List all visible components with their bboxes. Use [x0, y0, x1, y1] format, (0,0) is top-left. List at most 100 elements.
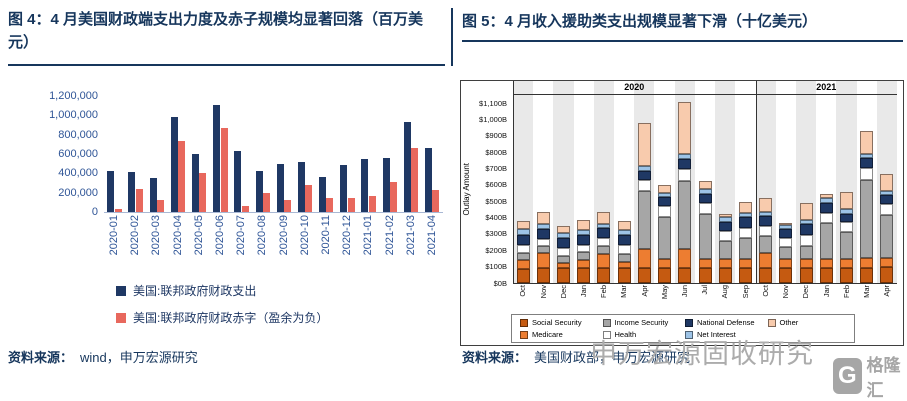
legend-label: 美国:联邦政府财政支出 [133, 284, 257, 298]
stack-segment-health [658, 206, 672, 218]
stack-segment-social-security [637, 268, 651, 283]
deficit-bar [326, 197, 334, 212]
outlay-bar [128, 171, 136, 212]
outlay-bar [403, 122, 411, 212]
y-axis-tick-label: 1,200,000 [49, 90, 98, 102]
stack-segment-health [759, 226, 773, 236]
outlay-bar [107, 171, 115, 212]
stack-segment-other [759, 197, 773, 212]
stack-segment-health [779, 238, 793, 248]
stack-segment-other [678, 102, 692, 155]
stack-segment-social-security [759, 267, 773, 283]
stack-segment-social-security [536, 268, 550, 283]
x-tick-text: Jun [680, 285, 690, 298]
stack-segment-income-security [779, 247, 793, 259]
stack-segment-medicare [799, 258, 813, 268]
x-axis-tick-label: Jun [675, 285, 695, 313]
stack-segment-social-security [577, 268, 591, 283]
stack-segment-income-security [516, 252, 530, 260]
stack-segment-net-interest [536, 224, 550, 229]
x-tick-text: 2020-09 [277, 215, 290, 256]
stack-segment-social-security [779, 267, 793, 283]
stack-segment-national-defense [678, 158, 692, 170]
stack-segment-income-security [597, 245, 611, 254]
x-axis-tick-label: 2020-08 [252, 215, 273, 279]
x-tick-text: 2020-03 [150, 215, 163, 256]
source-text: wind，申万宏源研究 [80, 350, 198, 365]
outlay-bar [191, 154, 199, 212]
stack-segment-national-defense [759, 215, 773, 227]
legend-item: 美国:联邦政府财政赤字（盈余为负） [116, 309, 328, 326]
stack-segment-net-interest [577, 229, 591, 236]
source-label: 资料来源： [462, 350, 528, 365]
stack-segment-net-interest [698, 189, 712, 194]
figure4-chart: 0 200,000 400,000 600,000 800,000 1,000,000 1,… [49, 90, 443, 326]
stack-segment-net-interest [779, 224, 793, 229]
outlay-bar [340, 164, 348, 212]
y-axis-tick-label: 600,000 [58, 148, 98, 160]
x-tick-text: Jan [578, 285, 588, 298]
x-tick-text: 2021-01 [362, 215, 375, 256]
stack-segment-health [637, 180, 651, 192]
stack-segment-income-security [658, 217, 672, 259]
deficit-bar [199, 173, 207, 212]
y-axis-tick-label: $700B [485, 164, 507, 174]
stack-segment-social-security [860, 267, 874, 283]
stack-segment-other [860, 131, 874, 154]
x-tick-text: 2020-07 [235, 215, 248, 256]
figure5-source: 资料来源： 美国财政部，申万宏源研究 [462, 347, 690, 366]
stack-segment-national-defense [536, 228, 550, 239]
stack-segment-net-interest [557, 232, 571, 238]
stack-segment-health [880, 203, 894, 215]
stack-segment-net-interest [880, 190, 894, 196]
stack-segment-other [738, 201, 752, 213]
stack-segment-medicare [637, 248, 651, 269]
figure5-chart-panel: 2020 2021 $0B $100B $200B $300B $400B $500B $600… [460, 80, 904, 346]
deficit-bar [390, 181, 398, 212]
legend-label: Net Interest [697, 330, 736, 339]
y-axis-tick-label: $400B [485, 213, 507, 223]
stack-segment-medicare [658, 258, 672, 269]
stack-segment-other [597, 211, 611, 224]
legend-label: 美国:联邦政府财政赤字（盈余为负） [133, 311, 329, 325]
stack-segment-other [880, 174, 894, 191]
x-tick-text: 2021-03 [404, 215, 417, 256]
legend-item: Other [767, 318, 847, 327]
y-axis-line [513, 81, 514, 283]
x-tick-text: Mar [619, 285, 629, 298]
watermark: 申万宏源固收研究 [590, 332, 814, 371]
legend-swatch [116, 312, 126, 323]
x-tick-text: Jul [700, 285, 710, 295]
stack-segment-medicare [779, 258, 793, 268]
stack-segment-national-defense [597, 228, 611, 238]
y-axis-tick-label: 800,000 [58, 128, 98, 141]
stack-segment-national-defense [718, 221, 732, 232]
outlay-bar [255, 171, 263, 212]
x-axis-tick-label: May [654, 285, 674, 313]
stack-segment-net-interest [718, 217, 732, 222]
stack-segment-other [779, 223, 793, 226]
stack-segment-income-security [819, 222, 833, 259]
legend-label: Medicare [532, 330, 563, 339]
x-tick-text: Oct [760, 285, 770, 297]
outlay-bar [297, 161, 305, 212]
x-tick-text: 2020-12 [341, 215, 354, 256]
stack-segment-income-security [738, 237, 752, 259]
stack-segment-income-security [799, 245, 813, 259]
watermark-text: 申万宏源固收研究 [590, 339, 814, 369]
x-axis-tick-label: Feb [594, 285, 614, 313]
legend-swatch [520, 330, 528, 339]
gelonghui-logo: G 格隆汇 [833, 351, 907, 401]
logo-icon: G [833, 358, 862, 394]
stack-segment-national-defense [738, 217, 752, 228]
legend-item: Medicare [520, 330, 599, 339]
stack-segment-income-security [536, 246, 550, 254]
x-tick-text: Apr [639, 285, 649, 297]
stack-segment-social-security [880, 267, 894, 283]
stack-segment-health [678, 169, 692, 181]
figure5-title: 图 5：4 月收入援助类支出规模显著下滑（十亿美元） [462, 13, 818, 30]
x-axis-tick-label: 2020-12 [337, 215, 358, 279]
stack-segment-social-security [678, 267, 692, 283]
stack-segment-medicare [718, 258, 732, 268]
y-axis-tick-label: 400,000 [58, 167, 98, 180]
